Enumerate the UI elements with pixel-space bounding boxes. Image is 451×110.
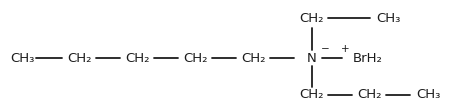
- Text: CH₂: CH₂: [125, 51, 150, 64]
- Text: CH₂: CH₂: [241, 51, 266, 64]
- Text: −: −: [320, 44, 329, 54]
- Text: CH₃: CH₃: [10, 51, 34, 64]
- Text: CH₂: CH₂: [299, 89, 323, 102]
- Text: CH₂: CH₂: [68, 51, 92, 64]
- Text: +: +: [340, 44, 349, 54]
- Text: CH₃: CH₃: [415, 89, 439, 102]
- Text: BrH₂: BrH₂: [352, 51, 382, 64]
- Text: CH₂: CH₂: [299, 12, 323, 25]
- Text: CH₃: CH₃: [375, 12, 399, 25]
- Text: CH₂: CH₂: [357, 89, 382, 102]
- Text: CH₂: CH₂: [184, 51, 208, 64]
- Text: N: N: [306, 51, 316, 64]
